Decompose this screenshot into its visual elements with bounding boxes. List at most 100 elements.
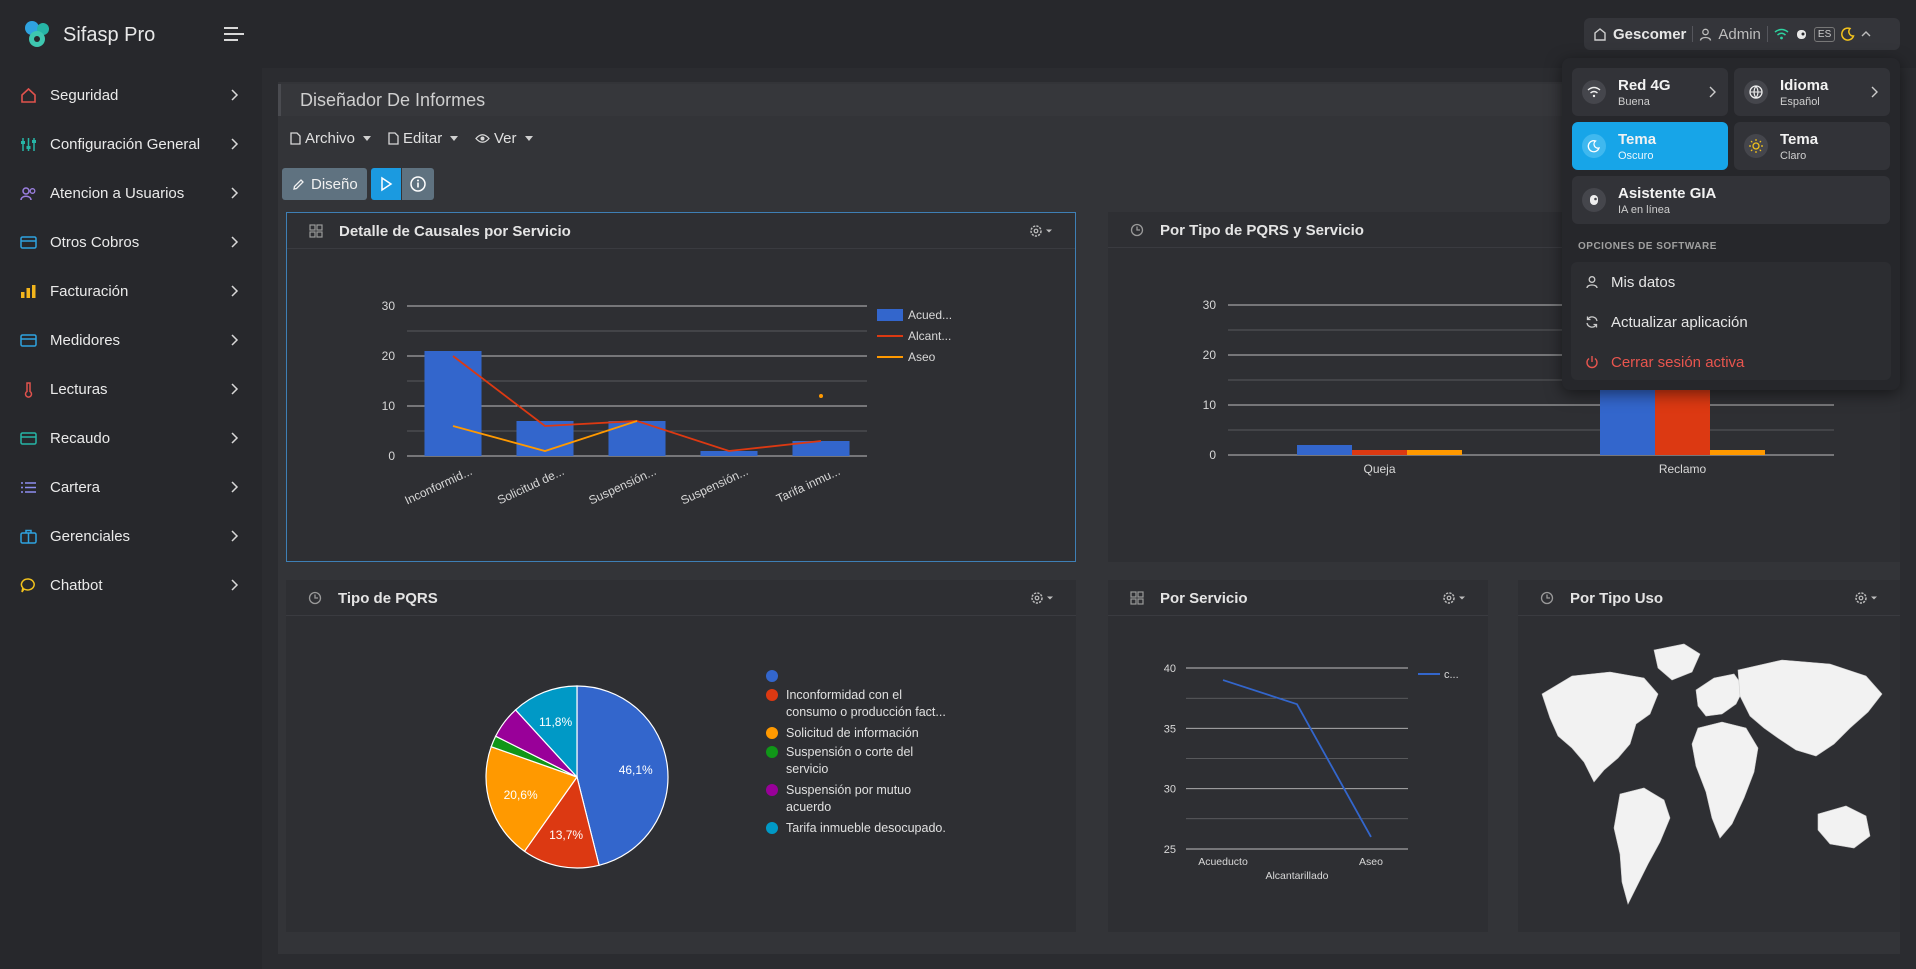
- options-heading: OPCIONES DE SOFTWARE: [1578, 241, 1717, 252]
- sidebar-item-recaudo[interactable]: Recaudo: [0, 418, 262, 458]
- gear-icon[interactable]: [1029, 224, 1053, 238]
- sidebar-item-medidores[interactable]: Medidores: [0, 320, 262, 360]
- legend-label: Inconformidad con el consumo o producción…: [786, 688, 946, 719]
- bar: [1297, 445, 1352, 455]
- theme-dark-tile[interactable]: Tema Oscuro: [1572, 122, 1728, 170]
- menu-ver[interactable]: Ver: [475, 128, 533, 148]
- card-servicio[interactable]: Por Servicio 25 30 35 40 Acueducto Alcantaril…: [1108, 580, 1488, 932]
- legend-swatch: [877, 309, 903, 321]
- bar: [608, 421, 666, 456]
- power-icon: [1586, 356, 1598, 369]
- card-icon: [20, 334, 37, 347]
- legend-swatch: [766, 822, 778, 834]
- x-tick-label: Solicitud de...: [495, 464, 566, 507]
- map-europe: [1695, 673, 1745, 717]
- caret-down-icon: [524, 135, 533, 141]
- option-label: Mis datos: [1611, 274, 1676, 291]
- map-australia: [1817, 805, 1871, 849]
- sliders-icon: [21, 138, 36, 151]
- tile-title: Idioma: [1780, 77, 1829, 94]
- pie-slice: [485, 745, 578, 853]
- bar: [424, 351, 482, 456]
- data-point: [819, 394, 823, 398]
- clock-icon: [1130, 223, 1144, 237]
- theme-light-tile[interactable]: Tema Claro: [1734, 122, 1890, 170]
- card-header: [287, 213, 1075, 249]
- clock-icon: [308, 591, 322, 605]
- sidebar-item-otros-cobros[interactable]: Otros Cobros: [0, 222, 262, 262]
- bar: [1407, 450, 1462, 455]
- design-button[interactable]: Diseño: [282, 168, 367, 200]
- x-tick-label: Reclamo: [1659, 462, 1707, 476]
- briefcase-icon: [20, 529, 37, 544]
- chevron-right-icon: [231, 530, 239, 542]
- card-causales[interactable]: Detalle de Causales por Servicio 0 10 20 30…: [286, 212, 1076, 562]
- sidebar-item-chatbot[interactable]: Chatbot: [0, 565, 262, 605]
- option-mis-datos[interactable]: Mis datos: [1571, 264, 1891, 300]
- sidebar-item-facturacion[interactable]: Facturación: [0, 271, 262, 311]
- legend-swatch: [766, 689, 778, 701]
- info-button[interactable]: [402, 168, 434, 200]
- series-line: [1222, 679, 1372, 838]
- run-button[interactable]: [371, 168, 401, 200]
- slice-label: 20,6%: [504, 788, 538, 802]
- globe-icon: [1744, 80, 1768, 104]
- menu-editar[interactable]: Editar: [388, 128, 459, 148]
- slice-label: 11,8%: [539, 715, 572, 729]
- y-tick-label: 40: [1164, 663, 1176, 675]
- chevron-right-icon: [1709, 86, 1716, 98]
- gear-icon[interactable]: [1442, 591, 1466, 605]
- menu-editar-label: Editar: [403, 129, 443, 147]
- file-icon: [290, 131, 301, 145]
- menu-toggle-icon[interactable]: [224, 26, 244, 42]
- option-cerrar-sesion[interactable]: Cerrar sesión activa: [1571, 344, 1891, 380]
- y-tick-label: 10: [382, 399, 396, 413]
- sidebar-item-cartera[interactable]: Cartera: [0, 467, 262, 507]
- separator: [1766, 26, 1768, 42]
- language-tile[interactable]: Idioma Español: [1734, 68, 1890, 116]
- company-name: Gescomer: [1613, 25, 1687, 43]
- x-tick-label: Acueducto: [1198, 856, 1248, 868]
- tipo-pqrs-chart: 46,1% 13,7% 20,6% 11,8% Inconformidad con el…: [485, 670, 946, 869]
- sidebar-item-label: Gerenciales: [50, 528, 131, 545]
- user-name: Admin: [1718, 25, 1761, 43]
- sidebar-item-atencion-a-usuarios[interactable]: Atencion a Usuarios: [0, 173, 262, 213]
- sidebar-item-lecturas[interactable]: Lecturas: [0, 369, 262, 409]
- series-line: [452, 420, 638, 452]
- gear-icon[interactable]: [1030, 591, 1054, 605]
- chevron-up-icon[interactable]: [1861, 30, 1871, 38]
- sidebar-item-configuracion-general[interactable]: Configuración General: [0, 124, 262, 164]
- card-tipo-uso[interactable]: Por Tipo Uso: [1518, 580, 1900, 932]
- card-tipo-pqrs[interactable]: Tipo de PQRS 46,1% 13,7% 20,6% 11,8% Inconfo…: [286, 580, 1076, 932]
- sidebar-item-gerenciales[interactable]: Gerenciales: [0, 516, 262, 556]
- chevron-right-icon: [231, 432, 239, 444]
- design-button-label: Diseño: [311, 175, 358, 193]
- language-badge[interactable]: ES: [1813, 26, 1836, 42]
- moon-icon[interactable]: [1841, 27, 1855, 41]
- user-menu[interactable]: Gescomer Admin ES: [1584, 18, 1900, 50]
- sidebar-item-label: Configuración General: [50, 136, 201, 153]
- x-tick-label: Inconformid...: [402, 464, 474, 507]
- tile-title: Tema: [1618, 131, 1657, 148]
- map-greenland: [1653, 643, 1701, 681]
- y-tick-label: 20: [1203, 348, 1217, 362]
- sidebar-item-seguridad[interactable]: Seguridad: [0, 75, 262, 115]
- option-actualizar[interactable]: Actualizar aplicación: [1571, 304, 1891, 340]
- tile-subtitle: Buena: [1618, 96, 1650, 108]
- y-tick-label: 35: [1164, 723, 1176, 735]
- pie-slice: [576, 685, 669, 867]
- assistant-tile[interactable]: Asistente GIA IA en línea: [1572, 176, 1890, 224]
- world-map: [1541, 643, 1883, 905]
- card-header: [286, 580, 1076, 616]
- wifi-icon: [1582, 80, 1606, 104]
- chevron-right-icon: [231, 334, 239, 346]
- x-tick-label: Tarifa inmu...: [774, 464, 842, 506]
- grid-icon: [1130, 591, 1144, 605]
- gear-icon[interactable]: [1854, 591, 1878, 605]
- network-tile[interactable]: Red 4G Buena: [1572, 68, 1728, 116]
- page-title: Diseñador De Informes: [300, 90, 486, 110]
- menu-archivo[interactable]: Archivo: [290, 128, 372, 148]
- chevron-right-icon: [1871, 86, 1878, 98]
- thermometer-icon: [24, 382, 33, 398]
- chevron-right-icon: [231, 579, 239, 591]
